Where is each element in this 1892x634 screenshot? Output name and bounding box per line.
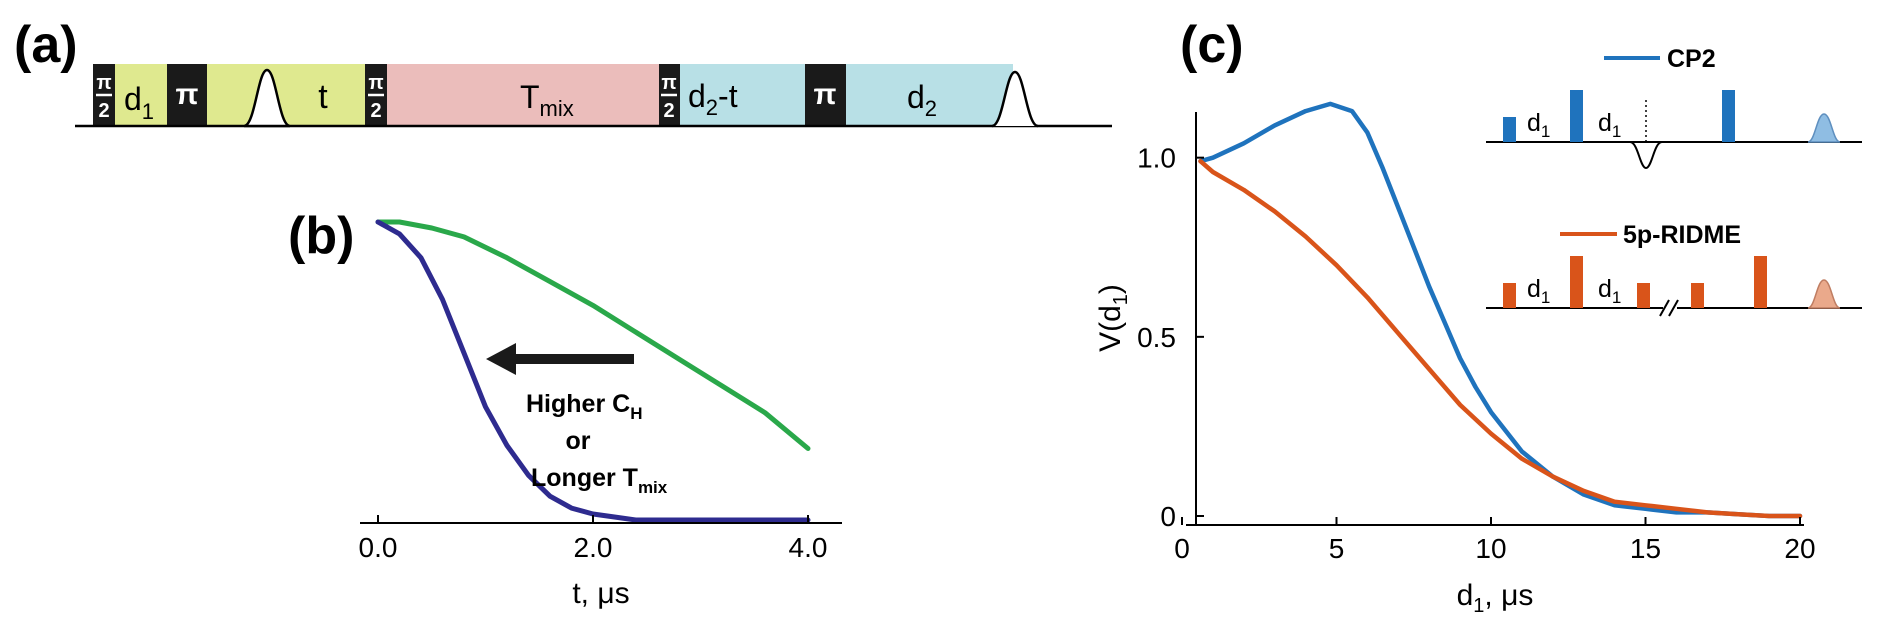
echo-1 [243,68,291,128]
d1-label: d1 [124,81,154,124]
svg-text:2: 2 [370,100,381,122]
cp2-pulse-1 [1503,117,1516,142]
chart-c-y-tick-label: 0 [1160,501,1176,532]
annotation-line3: Longer Tmix [531,464,668,497]
shift-arrow-shaft [514,354,634,364]
chart-c-y-tick-label: 0.5 [1137,322,1176,353]
cp2-pulse-2 [1570,90,1583,142]
annotation-line2: or [566,427,591,455]
pi-half-label-1: π 2 [96,72,112,122]
chart-b-series-line-2 [375,219,811,523]
ridme-pulse-5 [1754,256,1767,308]
d2t-label: d2-t [688,78,738,120]
ridme-pulse-3 [1637,283,1650,308]
chart-b-x-tick-label: 0.0 [359,532,398,563]
inset-ridme: 5p-RIDME d1 d1 [1486,221,1862,317]
chart-c-x-tick-label: 20 [1784,533,1815,564]
cp2-d1-a: d1 [1527,109,1550,141]
cp2-echo [1807,113,1841,143]
annotation-line1: Higher CH [526,390,642,423]
legend-label-cp2: CP2 [1667,45,1716,73]
cp2-pulse-3 [1722,90,1735,142]
d1-zone [115,64,167,126]
chart-b-x-tick-label: 2.0 [574,532,613,563]
chart-b-x-tick-label: 4.0 [789,532,828,563]
chart-b-x-axis-label: t, μs [572,577,629,610]
chart-b-series-line-1 [375,219,811,451]
panel-label-c: (c) [1180,16,1244,74]
chart-b: 0.0 2.0 4.0 t, μs Higher CH or Longer Tmix [359,219,842,610]
ridme-pulse-2 [1570,256,1583,308]
pi-label-1: π [176,78,199,111]
pulse-sequence: π 2 π 2 π 2 π π d1 t Tmix d2-t d2 [75,64,1112,128]
chart-c: 0 5 10 15 20 0 0.5 1.0 d1, μs V(d1) CP2 d1 d1 [1094,45,1862,617]
ridme-d1-b: d1 [1598,275,1621,307]
pi-half-label-3: π 2 [661,72,677,122]
svg-text:π: π [96,72,111,94]
pi-half-label-2: π 2 [368,72,384,122]
ridme-echo [1807,279,1841,309]
echo-2 [991,70,1039,128]
t-zone [207,64,365,126]
pi-label-2: π [814,78,837,111]
chart-c-x-tick-label: 5 [1329,533,1345,564]
svg-text:2: 2 [663,100,674,122]
cp2-inverted-echo [1629,141,1663,170]
ridme-axis-break-1 [1659,299,1670,317]
pi-pulse-1 [167,64,207,126]
legend-label-ridme: 5p-RIDME [1623,221,1741,249]
svg-text:π: π [368,72,383,94]
inset-cp2: CP2 d1 d1 [1486,45,1862,170]
chart-c-y-axis-label: V(d1) [1094,284,1132,352]
chart-c-x-tick-label: 15 [1630,533,1661,564]
t-label: t [318,78,328,116]
mix-zone [387,64,659,126]
d2-label: d2 [907,79,937,121]
d2-zone [846,64,1013,126]
panel-label-a: (a) [14,16,78,74]
panel-label-b: (b) [288,207,354,265]
chart-c-x-tick-label: 10 [1475,533,1506,564]
shift-arrow-head [486,343,516,375]
d2t-zone [680,64,805,126]
ridme-pulse-4 [1691,283,1704,308]
chart-c-x-axis-label: d1, μs [1457,579,1534,617]
svg-text:2: 2 [98,100,109,122]
chart-c-series-line-1 [1198,101,1803,519]
ridme-d1-a: d1 [1527,275,1550,307]
ridme-axis-break-2 [1668,299,1679,317]
chart-c-series-line-2 [1198,158,1803,519]
pi-pulse-2 [805,64,846,126]
tmix-label: Tmix [520,79,574,121]
ridme-pulse-1 [1503,283,1516,308]
chart-c-x-tick-label: 0 [1174,533,1190,564]
svg-text:π: π [661,72,676,94]
cp2-d1-b: d1 [1598,109,1621,141]
chart-c-y-tick-label: 1.0 [1137,143,1176,174]
